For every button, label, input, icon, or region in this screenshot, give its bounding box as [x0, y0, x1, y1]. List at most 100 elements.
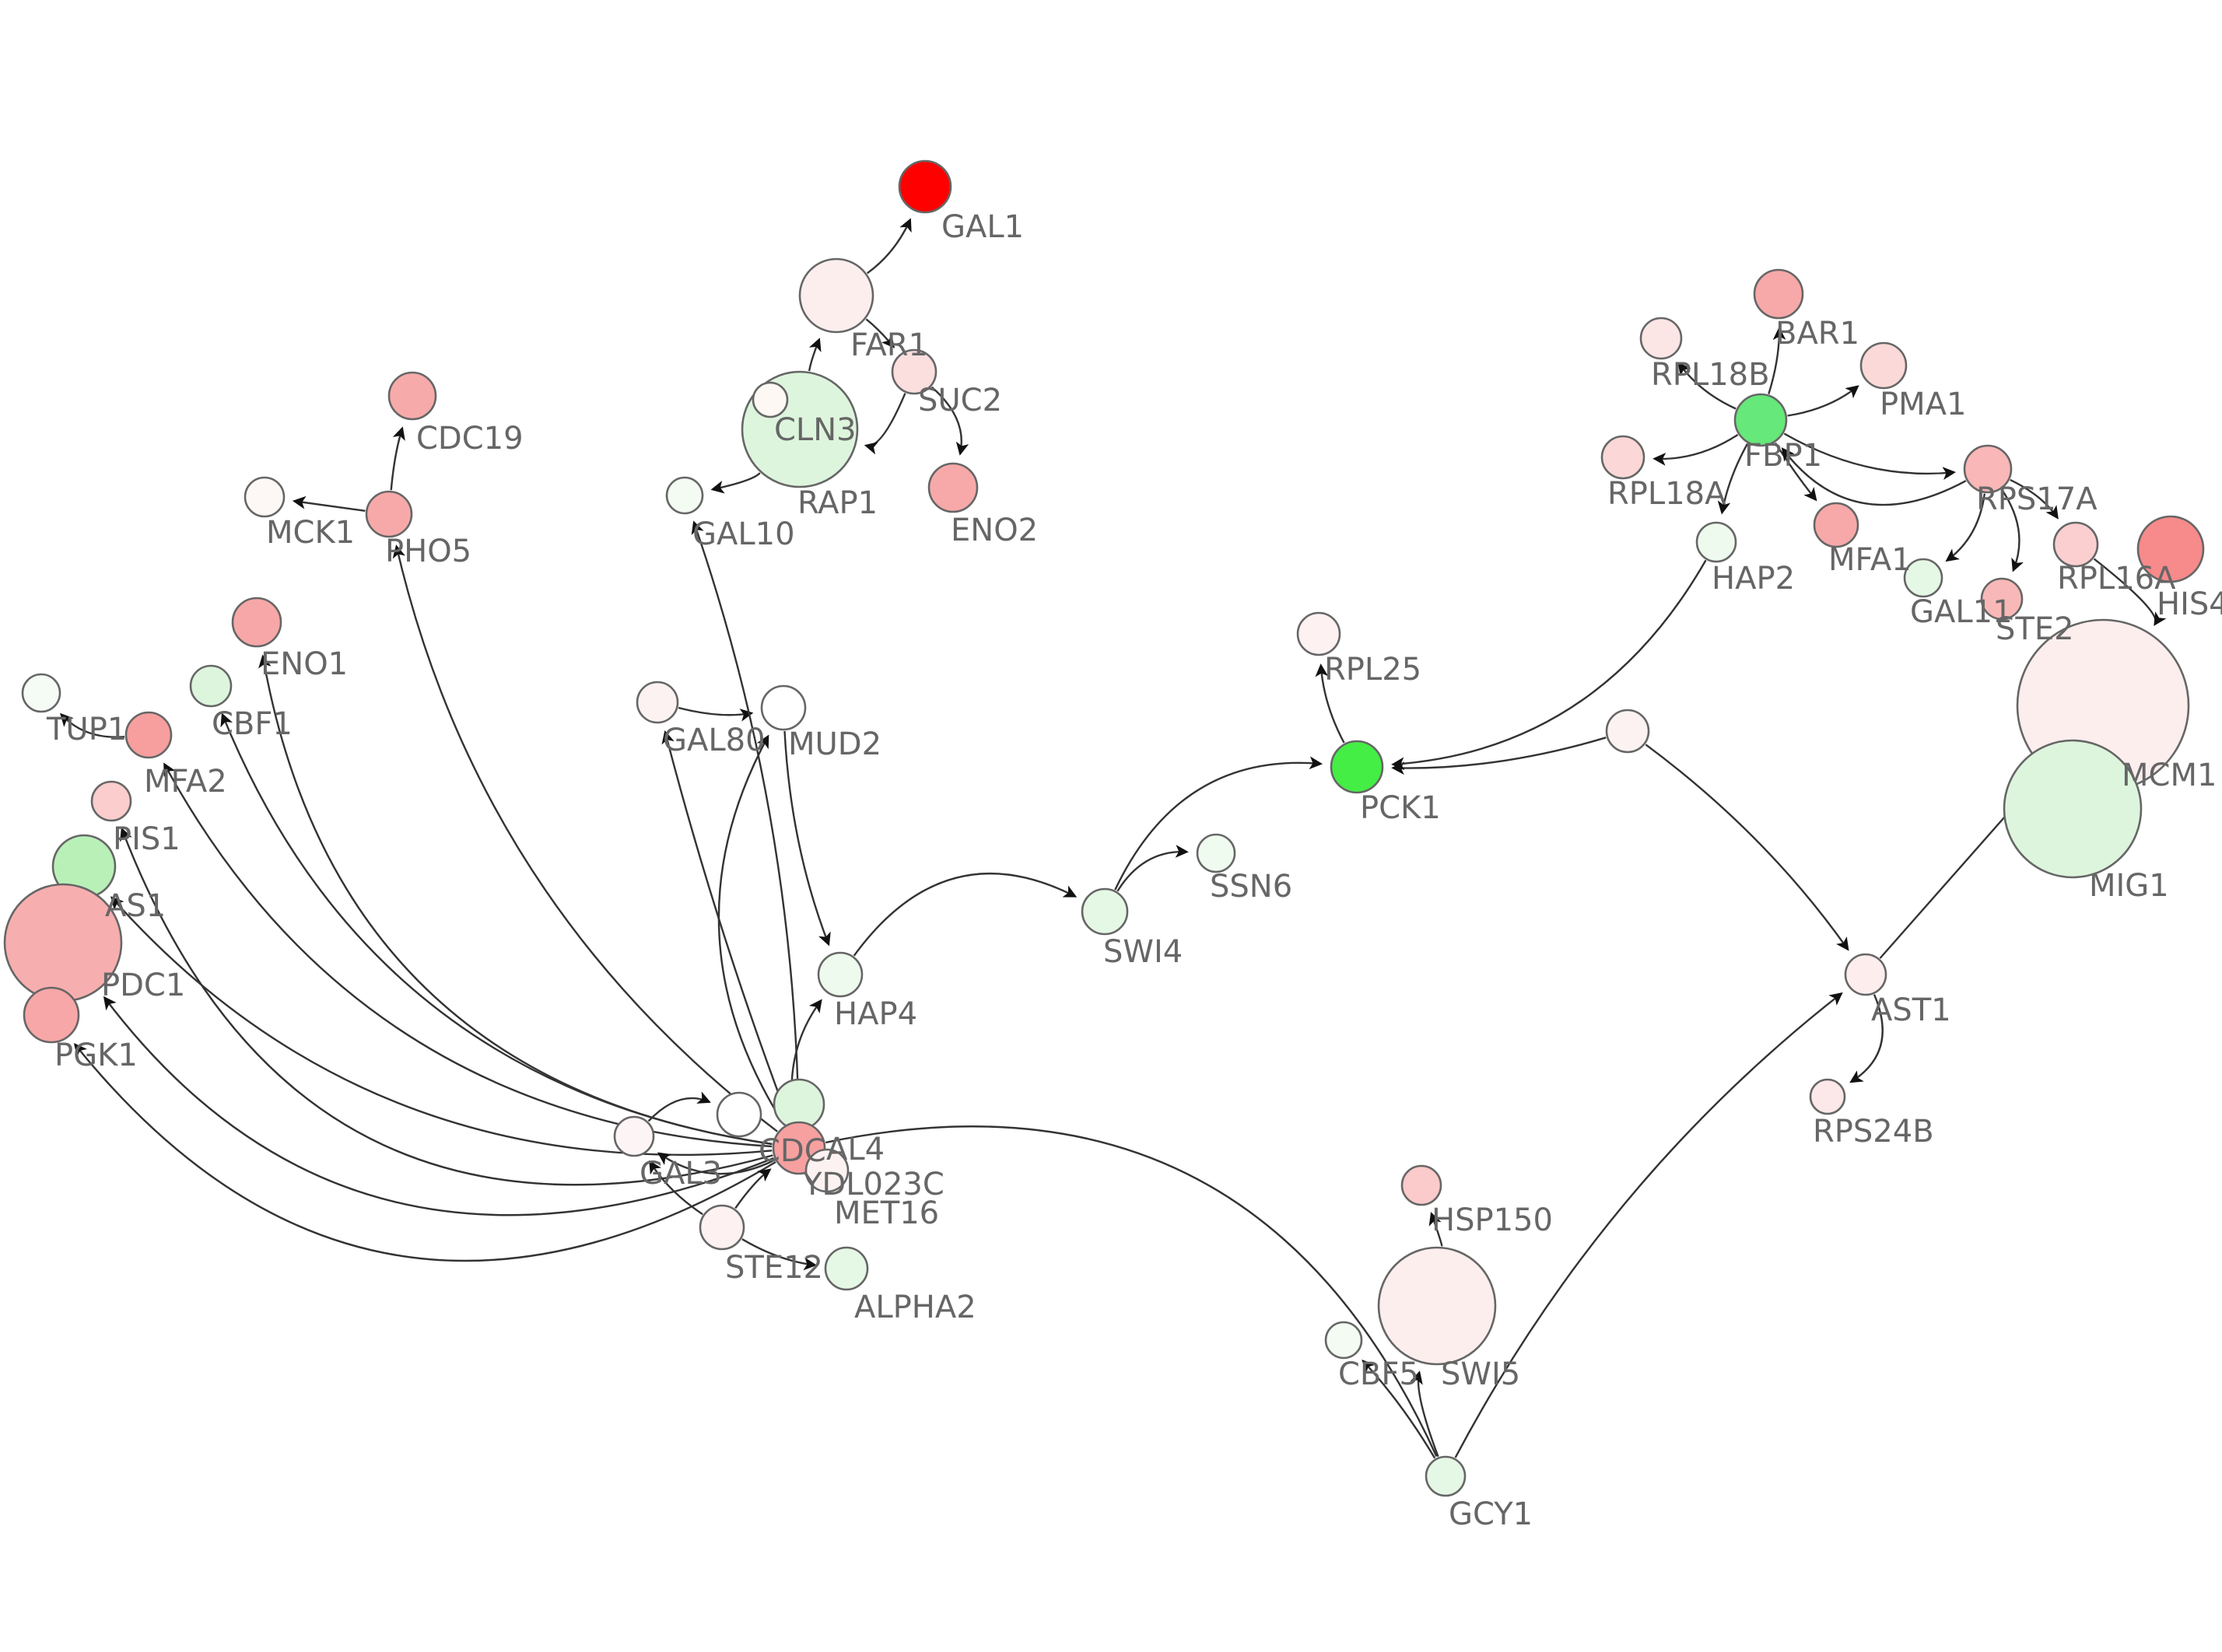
node-label-rps24b: RPS24B	[1813, 1114, 1934, 1150]
node-mck1[interactable]	[244, 476, 286, 518]
node-label-ydl023c: YDL023C	[802, 1167, 945, 1202]
node-bar1[interactable]	[1753, 268, 1804, 320]
node-cbf1[interactable]	[189, 664, 233, 708]
edge-ste12-to-alpha2	[741, 1238, 817, 1271]
node-label-pas1: AS1	[105, 888, 166, 924]
node-label-ast1: AST1	[1871, 992, 1951, 1028]
node-label-pma1: PMA1	[1880, 387, 1966, 422]
node-pck1[interactable]	[1330, 740, 1384, 794]
node-gcy1[interactable]	[1425, 1455, 1467, 1497]
node-pma1[interactable]	[1859, 341, 1908, 390]
node-rpl25[interactable]	[1296, 611, 1341, 656]
node-cln3_inner[interactable]	[752, 381, 789, 418]
node-mfa2[interactable]	[124, 711, 173, 759]
edge-suc2-to-eno2	[931, 386, 969, 456]
node-label-rap1: RAP1	[797, 485, 878, 521]
node-pis1[interactable]	[90, 780, 132, 822]
node-rps17a[interactable]	[1963, 444, 2013, 494]
node-label-gal10: GAL10	[692, 516, 795, 552]
edge-fbp1-to-rps17a	[1783, 432, 1956, 481]
node-gal10[interactable]	[665, 476, 704, 515]
node-rpl18b[interactable]	[1639, 317, 1683, 360]
edge-fbp1-to-pma1	[1787, 385, 1859, 417]
node-hap4[interactable]	[817, 951, 864, 998]
node-his4[interactable]	[2136, 515, 2205, 583]
edge-node_a-to-pck1	[1391, 737, 1607, 775]
node-label-ste2: STE2	[1996, 611, 2074, 647]
edge-gal4-to-pis1	[120, 827, 773, 1186]
node-gal80[interactable]	[636, 681, 679, 724]
node-tup1[interactable]	[21, 673, 61, 713]
edge-gal4-to-gal80	[661, 730, 790, 1123]
edge-pho5-to-mck1	[292, 495, 366, 512]
edge-swi5-to-hsp150	[1428, 1212, 1443, 1247]
node-mig1[interactable]	[2003, 739, 2143, 879]
node-label-tup1: TUP1	[46, 712, 127, 747]
edge-cln3-to-gal10	[710, 472, 761, 494]
edge-pck1-to-rpl25	[1315, 663, 1345, 744]
node-label-met16: MET16	[834, 1195, 939, 1231]
node-label-pho5: PHO5	[385, 534, 471, 569]
node-label-eno2: ENO2	[951, 513, 1038, 548]
node-label-gal4: AL4	[826, 1132, 885, 1167]
node-label-far1: FAR1	[850, 327, 928, 363]
node-node_a[interactable]	[1605, 709, 1650, 754]
node-label-alpha2: ALPHA2	[854, 1290, 976, 1325]
node-label-mfa2: MFA2	[144, 764, 227, 800]
node-hsp150[interactable]	[1400, 1164, 1442, 1206]
node-label-ssn6: SSN6	[1210, 869, 1292, 905]
edge-rps17a-to-rpl16a	[2010, 478, 2059, 520]
node-label-swi5: SWI5	[1441, 1356, 1520, 1392]
node-label-cdc19: CDC19	[416, 421, 524, 457]
node-label-his4: HIS4	[2157, 586, 2222, 622]
node-eno2[interactable]	[927, 462, 979, 513]
node-label-fbp1: FBP1	[1744, 438, 1822, 474]
edge-gcy1-to-ast1	[1454, 992, 1843, 1458]
node-suc2[interactable]	[891, 348, 938, 395]
node-label-mfa1: MFA1	[1828, 542, 1912, 578]
node-label-hap4: HAP4	[834, 996, 917, 1032]
edge-swi4-to-pck1	[1114, 756, 1323, 891]
node-gal11[interactable]	[1903, 558, 1943, 598]
node-eno1[interactable]	[231, 597, 282, 648]
edge-gal4-to-cbf1	[220, 712, 773, 1146]
node-mud2[interactable]	[760, 684, 807, 731]
edge-far1-to-suc2	[865, 318, 895, 348]
edge-gal4-to-pas1	[110, 896, 773, 1156]
node-swi5[interactable]	[1377, 1246, 1497, 1366]
node-hap2[interactable]	[1695, 521, 1737, 563]
node-gal3[interactable]	[613, 1115, 655, 1157]
node-cdc19[interactable]	[387, 371, 437, 421]
node-ste2[interactable]	[1980, 577, 2024, 621]
node-rps24b[interactable]	[1809, 1078, 1846, 1115]
node-gal1[interactable]	[898, 159, 952, 214]
node-alpha2[interactable]	[824, 1246, 869, 1291]
node-layer[interactable]	[3, 159, 2205, 1497]
node-label-rpl16a: RPL16A	[2057, 561, 2176, 597]
edge-gal4-to-mfa2	[163, 762, 773, 1148]
node-ydl023c[interactable]	[804, 1148, 850, 1193]
node-ast1[interactable]	[1844, 953, 1887, 996]
node-label-gal11: GAL11	[1910, 594, 2013, 630]
edge-hap2-to-pck1	[1391, 559, 1707, 771]
node-label-swi4: SWI4	[1103, 934, 1183, 970]
node-fbp1[interactable]	[1733, 393, 1788, 447]
node-pho5[interactable]	[365, 490, 413, 538]
node-rpl16a[interactable]	[2052, 521, 2099, 568]
node-ste12[interactable]	[699, 1204, 745, 1251]
node-mfa1[interactable]	[1813, 502, 1859, 548]
node-label-rpl18a: RPL18A	[1607, 476, 1726, 512]
node-rpl18a[interactable]	[1600, 435, 1645, 480]
node-swi4[interactable]	[1081, 887, 1129, 936]
node-ssn6[interactable]	[1196, 833, 1236, 873]
node-label-gal1: GAL1	[941, 209, 1024, 245]
node-pgk1[interactable]	[23, 986, 80, 1044]
node-label-rpl25: RPL25	[1324, 652, 1421, 688]
node-cbf5[interactable]	[1324, 1321, 1363, 1360]
edge-fbp1-to-rpl18a	[1652, 433, 1739, 466]
edge-fbp1-to-hap2	[1717, 443, 1749, 515]
node-far1[interactable]	[798, 257, 874, 334]
edge-rpl16a-to-mcm1	[2093, 558, 2167, 626]
node-cdc[interactable]	[716, 1091, 762, 1138]
